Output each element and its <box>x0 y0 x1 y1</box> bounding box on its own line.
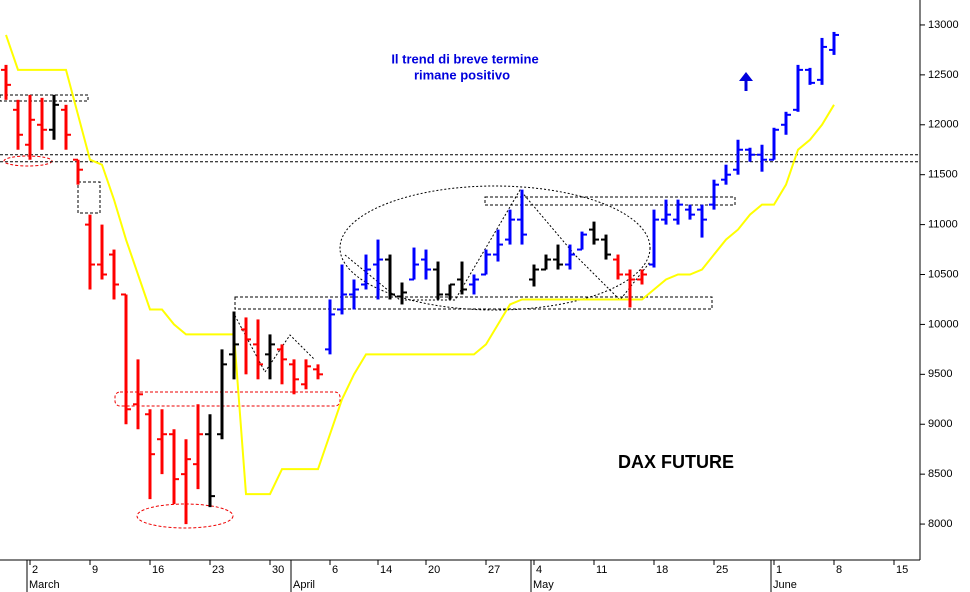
x-tick-label: 30 <box>272 564 284 576</box>
arrow <box>739 72 753 91</box>
y-tick-label: 9500 <box>928 368 952 380</box>
x-tick-label: 4 <box>536 564 542 576</box>
box <box>77 181 101 214</box>
y-tick-label: 9000 <box>928 418 952 430</box>
x-tick-label: 14 <box>380 564 392 576</box>
y-tick-label: 8000 <box>928 518 952 530</box>
box <box>234 296 713 310</box>
y-tick-label: 12000 <box>928 119 959 131</box>
annotation: rimane positivo <box>414 67 510 82</box>
zigzag <box>344 189 651 301</box>
x-tick-label: 1 <box>776 564 782 576</box>
arrow-head <box>739 72 753 81</box>
y-tick-label: 11500 <box>928 169 958 181</box>
zigzag <box>232 311 316 373</box>
chart-title: DAX FUTURE <box>618 452 734 472</box>
x-tick-label: 15 <box>896 564 908 576</box>
y-tick-label: 13000 <box>928 19 959 31</box>
month-label: March <box>29 579 60 591</box>
ellipse <box>136 503 234 529</box>
drawings <box>0 94 736 529</box>
month-label: May <box>533 579 554 591</box>
x-tick-label: 2 <box>32 564 38 576</box>
x-tick-label: 9 <box>92 564 98 576</box>
ellipse <box>3 155 53 167</box>
x-tick-label: 6 <box>332 564 338 576</box>
y-tick-label: 10000 <box>928 318 959 330</box>
x-tick-label: 25 <box>716 564 728 576</box>
x-tick-label: 11 <box>596 564 607 576</box>
box <box>0 94 89 102</box>
x-tick-label: 18 <box>656 564 668 576</box>
box <box>114 391 341 407</box>
y-tick-label: 8500 <box>928 468 952 480</box>
y-tick-label: 12500 <box>928 69 959 81</box>
ellipse <box>339 185 651 311</box>
month-label: April <box>293 579 315 591</box>
y-tick-label: 11000 <box>928 219 958 231</box>
x-tick-label: 27 <box>488 564 500 576</box>
x-tick-label: 23 <box>212 564 224 576</box>
trailing-line <box>5 34 835 496</box>
box <box>484 196 736 206</box>
x-tick-label: 8 <box>836 564 842 576</box>
x-tick-label: 20 <box>428 564 440 576</box>
x-tick-label: 16 <box>152 564 164 576</box>
annotation: Il trend di breve termine <box>391 51 538 66</box>
month-label: June <box>773 579 797 591</box>
y-tick-label: 10500 <box>928 268 959 280</box>
